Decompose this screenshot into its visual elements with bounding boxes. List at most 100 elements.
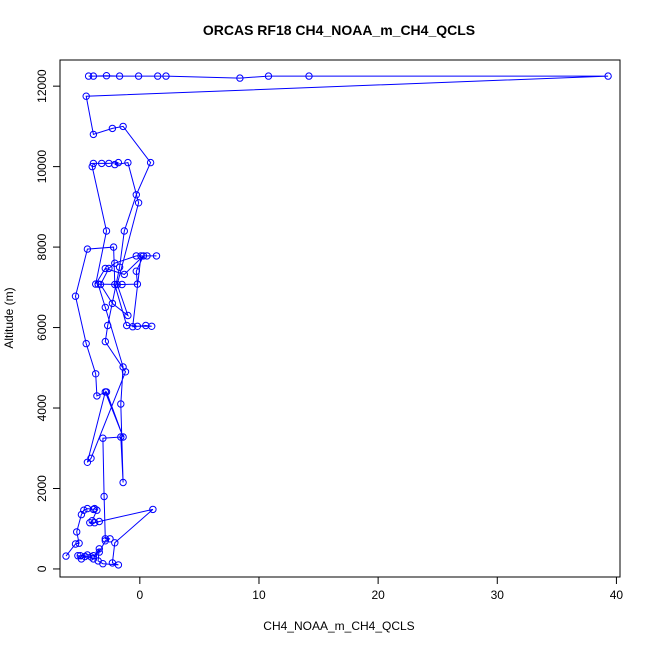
data-point (73, 528, 81, 536)
data-point (119, 478, 127, 487)
data-point (62, 552, 70, 560)
data-point (117, 400, 125, 408)
y-axis: 0 2000 4000 6000 8000 10000 12000 (35, 69, 61, 572)
data-point (88, 517, 96, 525)
data-point (92, 370, 100, 378)
data-point (149, 505, 157, 514)
data-point (113, 280, 121, 289)
data-point (94, 557, 102, 565)
data-point (101, 264, 110, 273)
x-tick-label: 20 (371, 588, 385, 602)
y-tick-label: 6000 (35, 314, 49, 341)
x-axis: 0 10 20 30 40 (136, 576, 624, 602)
data-point (80, 506, 88, 514)
data-point (98, 159, 106, 168)
data-point (96, 280, 105, 289)
data-point (117, 433, 125, 441)
y-tick-label: 0 (35, 565, 49, 572)
y-tick-label: 2000 (35, 475, 49, 502)
data-point (82, 92, 90, 100)
data-point (162, 72, 170, 80)
data-point (154, 72, 162, 80)
data-point (124, 311, 132, 320)
data-point (132, 191, 141, 199)
data-point (95, 517, 104, 526)
data-point (90, 504, 99, 513)
plot-frame (59, 59, 621, 578)
data-point (132, 267, 141, 275)
data-point (118, 280, 126, 289)
data-point (100, 492, 108, 501)
data-point (89, 552, 98, 560)
data-point (71, 540, 80, 548)
data-point (74, 552, 82, 560)
data-point (75, 539, 83, 547)
data-point (236, 74, 244, 82)
data-point (132, 252, 141, 260)
x-tick-label: 40 (610, 588, 624, 602)
data-point (111, 160, 119, 169)
data-point (119, 433, 127, 441)
data-point (82, 339, 90, 348)
data-point (120, 270, 129, 279)
data-point (111, 259, 119, 267)
y-tick-label: 4000 (35, 394, 49, 421)
data-point (111, 539, 119, 547)
data-point (86, 519, 94, 527)
data-point (99, 434, 107, 442)
data-point (109, 243, 118, 251)
data-point (101, 337, 110, 346)
data-point (102, 227, 111, 235)
data-point (115, 72, 124, 80)
data-point (90, 519, 99, 527)
data-point (124, 158, 132, 167)
data-point (133, 322, 142, 330)
y-tick-label: 8000 (35, 233, 49, 260)
data-point (152, 252, 161, 260)
data-point (93, 506, 101, 514)
data-point (264, 72, 273, 80)
data-point (102, 72, 111, 80)
data-point (76, 552, 85, 560)
data-point (77, 510, 86, 519)
data-point (139, 252, 148, 260)
data-point (87, 454, 95, 462)
data-point (101, 303, 110, 312)
chart-title: ORCAS RF18 CH4_NOAA_m_CH4_QCLS (203, 22, 475, 38)
data-point (89, 505, 98, 514)
data-point (92, 280, 100, 288)
data-point (305, 72, 313, 80)
data-point (89, 130, 98, 139)
data-point (83, 245, 92, 253)
data-point (89, 555, 98, 563)
data-point (106, 535, 114, 543)
data-point (95, 548, 104, 556)
data-point (114, 158, 123, 167)
data-point (604, 72, 612, 80)
data-point (120, 227, 129, 235)
data-point (93, 392, 101, 400)
x-axis-label: CH4_NOAA_m_CH4_QCLS (263, 619, 414, 633)
series-points (62, 72, 612, 569)
data-point (101, 537, 110, 545)
data-point (119, 122, 127, 131)
data-point (121, 368, 130, 376)
data-point (89, 159, 98, 168)
data-point (146, 158, 155, 167)
data-point (101, 388, 110, 396)
x-tick-label: 0 (136, 588, 143, 602)
y-axis-label: Altitude (m) (2, 287, 16, 348)
data-point (114, 561, 123, 569)
data-point (108, 124, 117, 133)
series-line (65, 75, 609, 566)
y-tick-label: 12000 (35, 69, 49, 103)
data-point (104, 321, 112, 330)
data-point (111, 280, 119, 289)
data-point (88, 162, 96, 171)
y-tick-label: 10000 (35, 150, 49, 184)
data-point (105, 264, 113, 273)
data-point (71, 292, 80, 300)
data-point (89, 72, 98, 80)
data-point (148, 322, 156, 330)
